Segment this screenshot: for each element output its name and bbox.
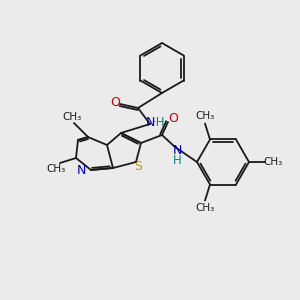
Text: CH₃: CH₃ bbox=[62, 112, 82, 122]
Text: O: O bbox=[168, 112, 178, 125]
Text: CH₃: CH₃ bbox=[46, 164, 66, 174]
Text: CH₃: CH₃ bbox=[263, 157, 283, 167]
Text: N: N bbox=[76, 164, 86, 178]
Text: CH₃: CH₃ bbox=[195, 112, 214, 122]
Text: S: S bbox=[134, 160, 142, 173]
Text: O: O bbox=[110, 97, 120, 110]
Text: H: H bbox=[172, 154, 182, 166]
Text: CH₃: CH₃ bbox=[195, 202, 214, 212]
Text: N: N bbox=[172, 145, 182, 158]
Text: ·H: ·H bbox=[153, 116, 165, 128]
Text: N: N bbox=[145, 116, 155, 128]
